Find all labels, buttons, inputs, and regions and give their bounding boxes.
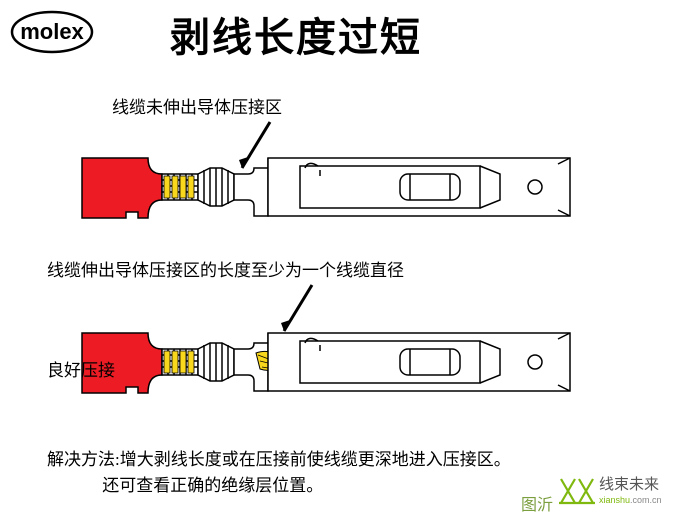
terminal-good-diagram xyxy=(80,313,580,405)
solution-prefix: 解决方法: xyxy=(47,450,120,469)
tu-text: 图沂 xyxy=(521,491,553,515)
svg-text:xianshu.com.cn: xianshu.com.cn xyxy=(599,495,662,505)
svg-text:molex: molex xyxy=(20,19,84,44)
molex-logo: molex xyxy=(8,8,96,61)
label-requirement: 线缆伸出导体压接区的长度至少为一个线缆直径 xyxy=(47,256,404,281)
solution-text: 解决方法:增大剥线长度或在压接前使线缆更深地进入压接区。 还可查看正确的绝缘层位… xyxy=(47,447,511,498)
terminal-bad-diagram xyxy=(80,138,580,230)
watermark-logo: 线束未来 xianshu.com.cn xyxy=(557,473,667,516)
label-defect: 线缆未伸出导体压接区 xyxy=(112,93,282,118)
solution-line1: 增大剥线长度或在压接前使线缆更深地进入压接区。 xyxy=(120,450,511,469)
solution-line2: 还可查看正确的绝缘层位置。 xyxy=(102,476,323,495)
svg-text:线束未来: 线束未来 xyxy=(599,476,659,493)
label-good-crimp: 良好压接 xyxy=(47,356,115,381)
page-title: 剥线长度过短 xyxy=(170,5,422,63)
